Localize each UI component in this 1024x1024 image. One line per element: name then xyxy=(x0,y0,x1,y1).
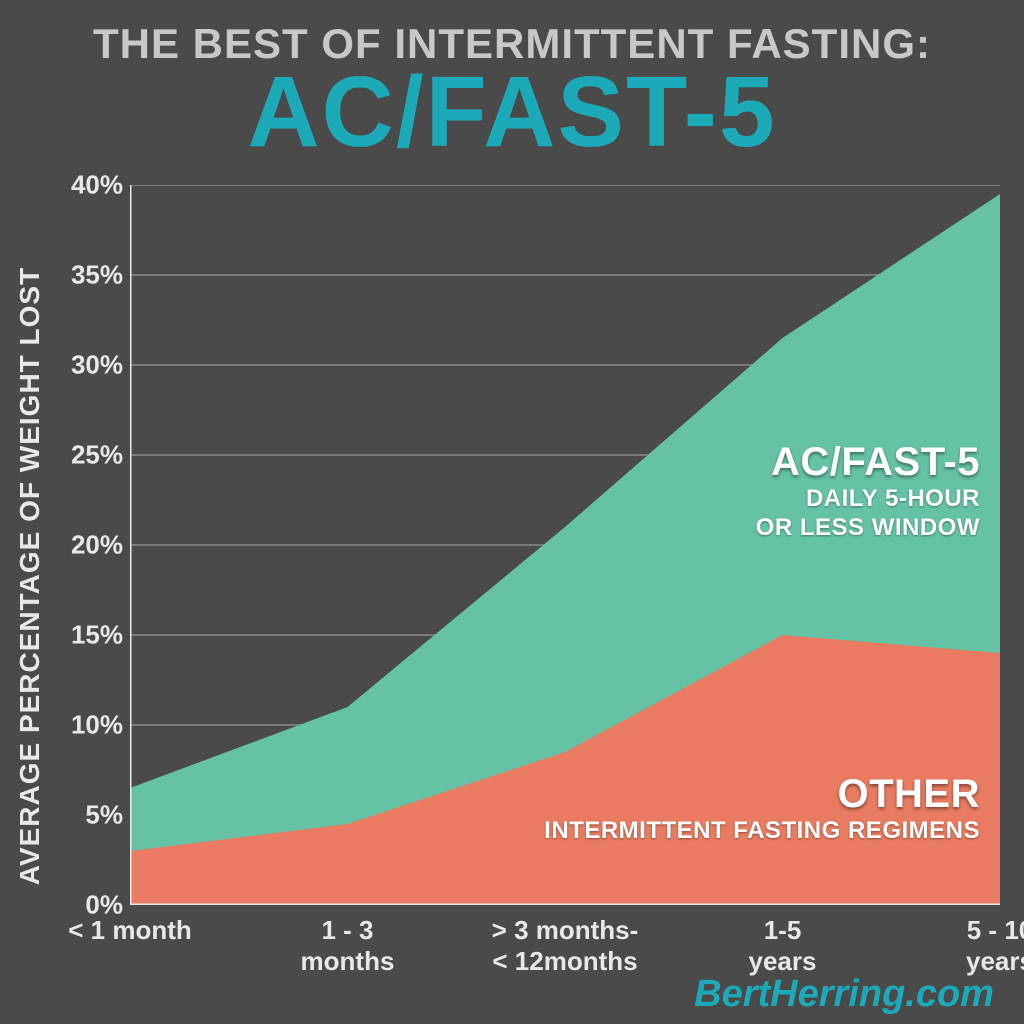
x-tick-label: 1 - 3 months xyxy=(238,915,458,977)
annotation-title: OTHER xyxy=(544,772,980,817)
x-tick-label: < 1 month xyxy=(20,915,240,946)
annotation-subtitle: DAILY 5-HOUR OR LESS WINDOW xyxy=(756,485,980,543)
annotation-title: AC/FAST-5 xyxy=(756,440,980,485)
y-tick-label: 25% xyxy=(68,440,123,471)
y-tick-label: 10% xyxy=(68,710,123,741)
y-axis-title: AVERAGE PERCENTAGE OF WEIGHT LOST xyxy=(14,216,46,936)
title-main: AC/FAST-5 xyxy=(0,62,1024,162)
series-annotation: OTHERINTERMITTENT FASTING REGIMENS xyxy=(544,772,980,846)
y-tick-label: 15% xyxy=(68,620,123,651)
y-tick-label: 35% xyxy=(68,260,123,291)
x-tick-label: 1-5 years xyxy=(673,915,893,977)
y-tick-label: 20% xyxy=(68,530,123,561)
annotation-subtitle: INTERMITTENT FASTING REGIMENS xyxy=(544,817,980,846)
y-tick-label: 30% xyxy=(68,350,123,381)
y-tick-label: 5% xyxy=(68,800,123,831)
series-annotation: AC/FAST-5DAILY 5-HOUR OR LESS WINDOW xyxy=(756,440,980,543)
x-tick-label: > 3 months- < 12months xyxy=(455,915,675,977)
x-tick-label: 5 - 10 years xyxy=(890,915,1024,977)
infographic-container: THE BEST OF INTERMITTENT FASTING: AC/FAS… xyxy=(0,0,1024,1024)
y-tick-label: 40% xyxy=(68,170,123,201)
footer-credit: BertHerring.com xyxy=(694,973,994,1016)
